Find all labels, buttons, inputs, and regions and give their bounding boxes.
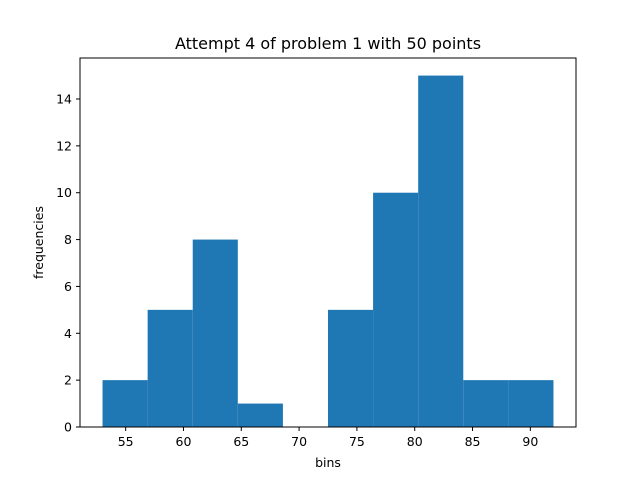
y-tick-label-2: 2	[64, 373, 72, 388]
x-tick-label-75: 75	[349, 434, 365, 449]
x-tick-label-85: 85	[465, 434, 481, 449]
histogram-bar-3	[237, 403, 283, 427]
y-tick-label-6: 6	[64, 279, 72, 294]
histogram-bar-1	[147, 309, 193, 427]
histogram-bar-2	[192, 239, 238, 427]
chart-title: Attempt 4 of problem 1 with 50 points	[175, 34, 481, 53]
x-tick-label-90: 90	[522, 434, 538, 449]
y-ticks-group: 0 2 4 6 8 10 12 14	[56, 92, 80, 435]
y-tick-label-14: 14	[56, 92, 72, 107]
y-tick-label-0: 0	[64, 420, 72, 435]
x-tick-label-60: 60	[176, 434, 192, 449]
x-tick-label-55: 55	[118, 434, 134, 449]
y-tick-label-10: 10	[56, 185, 72, 200]
x-axis-label: bins	[315, 455, 341, 470]
histogram-bar-9	[508, 380, 554, 427]
plot-frame	[79, 57, 577, 428]
x-tick-label-80: 80	[407, 434, 423, 449]
histogram-bar-0	[102, 380, 148, 427]
y-tick-label-8: 8	[64, 232, 72, 247]
histogram-bar-8	[463, 380, 509, 427]
y-tick-label-4: 4	[64, 326, 72, 341]
histogram-bar-5	[328, 309, 374, 427]
x-tick-label-65: 65	[233, 434, 249, 449]
x-ticks-group: 55 60 65 70 75 80 85 90	[118, 427, 538, 449]
x-tick-label-70: 70	[291, 434, 307, 449]
histogram-bar-6	[373, 192, 419, 427]
y-axis-label: frequencies	[31, 206, 46, 279]
bars-group	[102, 75, 554, 428]
histogram-bar-7	[418, 75, 464, 428]
y-tick-label-12: 12	[56, 138, 72, 153]
